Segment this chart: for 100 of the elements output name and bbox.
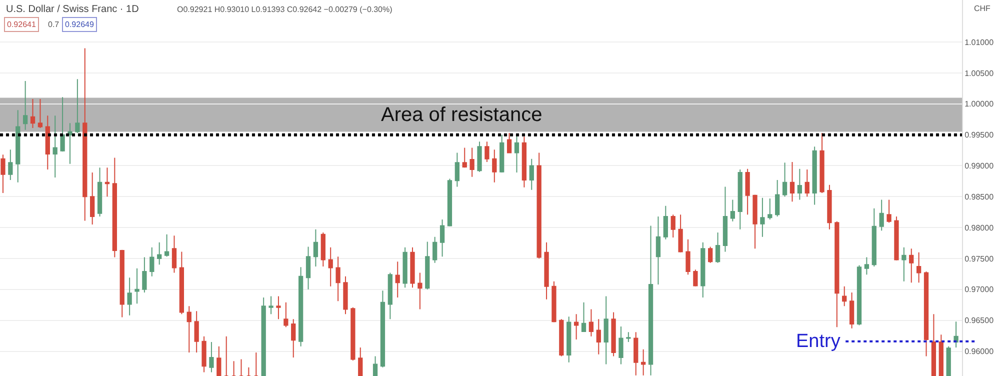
candlestick [68, 122, 72, 164]
candlestick [581, 302, 586, 332]
candlestick [328, 246, 333, 287]
candlestick [790, 162, 795, 202]
candlestick [454, 152, 460, 188]
candlestick [768, 198, 772, 220]
y-tick-label: 0.99500 [964, 130, 994, 140]
candlestick [894, 216, 899, 261]
candlestick [90, 172, 95, 225]
candlestick [559, 318, 564, 357]
candlestick [708, 246, 713, 264]
candlestick [924, 270, 929, 357]
candlestick [670, 214, 676, 238]
candlestick [693, 269, 698, 287]
candlestick [0, 154, 6, 194]
candlestick [172, 235, 177, 274]
y-tick-label: 0.96000 [964, 347, 994, 356]
candlestick [432, 236, 438, 264]
candlestick [16, 110, 20, 183]
y-tick-label: 0.99000 [964, 162, 994, 171]
candlestick [104, 167, 110, 198]
ref-line-label: Entry [796, 331, 841, 352]
candlestick [22, 80, 28, 130]
candlestick [902, 246, 906, 282]
candlestick [938, 334, 944, 376]
candlestick [954, 321, 958, 348]
candlestick [752, 194, 758, 250]
band-label: Area of resistance [381, 104, 542, 126]
candlestick [120, 249, 124, 318]
candlestick [775, 179, 780, 217]
candlestick [306, 246, 311, 290]
candlestick [678, 214, 683, 253]
candlestick [588, 308, 594, 337]
candlestick [820, 132, 824, 194]
candlestick [500, 134, 504, 174]
candlestick [425, 241, 430, 290]
candlestick [97, 167, 102, 217]
candlestick [856, 264, 862, 326]
candlestick [812, 146, 817, 206]
candlestick [313, 228, 318, 268]
candlestick [276, 296, 281, 320]
candlestick [134, 268, 140, 304]
candlestick [544, 242, 549, 300]
candlestick [477, 141, 482, 172]
candlestick [470, 147, 474, 178]
candlestick [514, 134, 520, 174]
candlestick [179, 251, 184, 315]
candlestick [82, 48, 88, 222]
candlestick [640, 348, 646, 376]
candlestick [604, 296, 608, 365]
candlestick [886, 199, 892, 224]
candlestick [343, 276, 348, 315]
candlestick [194, 310, 199, 353]
candlestick [418, 272, 422, 310]
candlestick [372, 356, 378, 376]
candlestick [834, 220, 840, 328]
candlestick [492, 149, 497, 183]
candlestick [320, 232, 326, 268]
candlestick [506, 132, 512, 154]
candlestick [634, 332, 638, 376]
candlestick [656, 216, 661, 285]
candlestick [75, 78, 80, 134]
y-tick-label: 1.01000 [964, 38, 994, 47]
candlestick [536, 152, 542, 259]
candlestick [611, 312, 616, 357]
candlestick [52, 115, 58, 178]
candlestick [804, 168, 810, 198]
candlestick [350, 306, 356, 362]
candlestick [700, 242, 706, 298]
candlestick [38, 98, 43, 129]
candlestick [150, 246, 154, 277]
candlestick [574, 314, 579, 340]
candlestick [782, 162, 788, 198]
candlestick [484, 141, 490, 163]
candlestick [715, 232, 720, 264]
candlestick [216, 346, 222, 376]
candlestick [566, 316, 572, 363]
candlestick [60, 96, 65, 152]
candlestick [462, 147, 467, 168]
candlestick [127, 277, 132, 316]
candlestick [268, 296, 274, 315]
candlestick [402, 246, 408, 288]
candlestick [261, 296, 266, 376]
candlestick [529, 158, 534, 190]
candlestick [916, 252, 922, 284]
y-tick-label: 1.00000 [964, 100, 994, 109]
candlestick [909, 248, 914, 284]
candlestick [872, 208, 876, 268]
candlestick [202, 336, 206, 373]
candlestick [648, 225, 654, 376]
y-axis-title: CHF [974, 4, 991, 13]
candlestick [410, 246, 415, 288]
candlestick [849, 292, 854, 329]
y-tick-label: 0.98500 [964, 192, 994, 202]
candlestick [30, 98, 36, 129]
y-tick-label: 1.00500 [964, 68, 994, 78]
candlestick [440, 219, 445, 258]
candlestick [946, 346, 951, 376]
candlestick [358, 347, 363, 376]
candlestick [112, 157, 117, 258]
